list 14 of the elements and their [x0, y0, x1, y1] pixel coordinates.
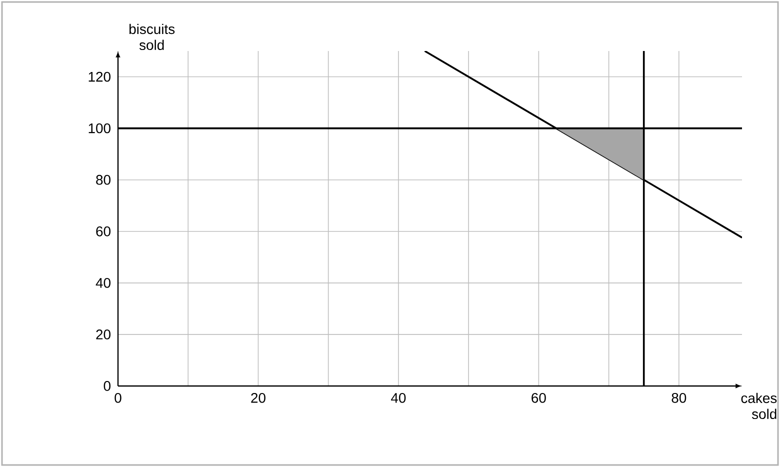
- x-axis-title: cakes sold: [741, 392, 777, 420]
- y-axis-title: biscuits sold: [130, 24, 175, 50]
- y-tick-label: 100: [88, 123, 110, 134]
- x-tick-label: 60: [532, 392, 546, 403]
- x-tick-label: 80: [672, 392, 686, 403]
- y-tick-label: 20: [96, 330, 110, 340]
- x-tick-label: 20: [251, 392, 266, 403]
- y-tick-label: 0: [104, 381, 110, 391]
- x-tick-label: 40: [391, 392, 406, 403]
- y-tick-label: 40: [96, 278, 110, 288]
- y-tick-label: 60: [96, 226, 110, 236]
- x-tick-label: 0: [114, 392, 122, 403]
- y-tick-label: 80: [96, 174, 110, 185]
- y-tick-label: 120: [88, 72, 110, 82]
